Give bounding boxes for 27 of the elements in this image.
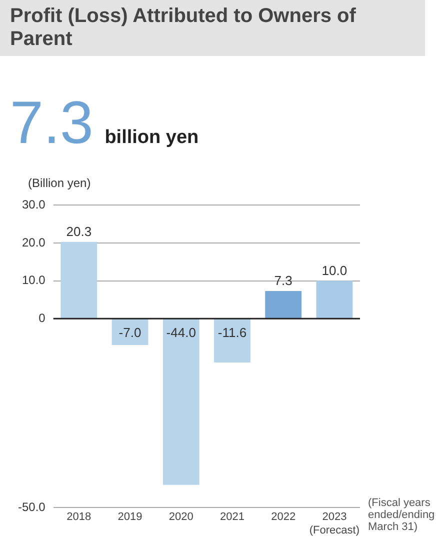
y-tick-label: -50.0 xyxy=(18,500,46,514)
data-label: 7.3 xyxy=(274,273,292,288)
x-tick-label: 2018 xyxy=(66,511,92,524)
y-axis-title: (Billion yen) xyxy=(28,176,91,190)
bar xyxy=(265,291,302,318)
bar xyxy=(316,280,353,318)
bar xyxy=(112,319,148,346)
bar xyxy=(60,242,98,318)
bar xyxy=(214,319,250,362)
y-tick-label: 30.0 xyxy=(22,198,46,212)
y-tick-label: 0 xyxy=(38,310,46,325)
x-axis-title: (Fiscal years ended/ending March 31) xyxy=(368,497,436,533)
x-tick-label: 2020 xyxy=(168,511,194,524)
chart-subtitle: 7.3 billion yen xyxy=(10,89,199,156)
y-tick-label: 10.0 xyxy=(22,273,46,288)
chart-title: Profit (Loss) Attributed to Owners of Parent xyxy=(0,0,425,56)
data-label: 10.0 xyxy=(322,262,348,278)
x-tick-label: 2019 xyxy=(118,511,142,524)
data-label: -11.6 xyxy=(218,325,247,340)
x-tick-label: 2023 (Forecast) xyxy=(309,511,360,536)
data-label: -44.0 xyxy=(166,325,196,340)
bar xyxy=(162,319,200,485)
data-label: 20.3 xyxy=(66,224,92,239)
y-tick-label: 20.0 xyxy=(22,235,46,250)
data-label: -7.0 xyxy=(118,325,142,340)
x-tick-label: 2022 xyxy=(271,511,296,524)
x-tick-label: 2021 xyxy=(220,511,244,524)
